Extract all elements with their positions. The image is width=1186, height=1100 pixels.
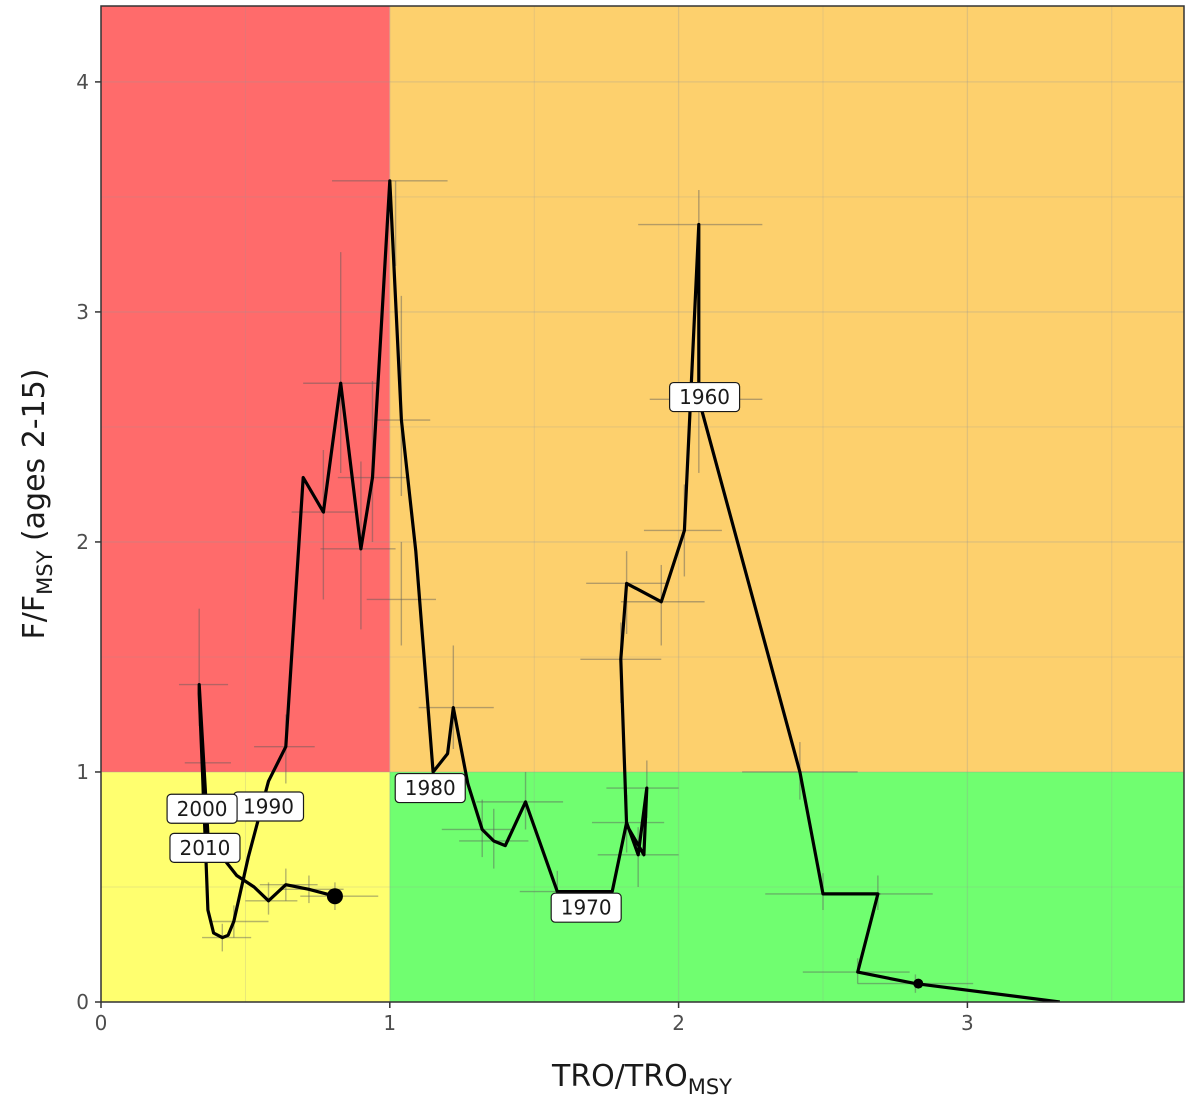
y-tick-label: 1 xyxy=(76,760,89,784)
year-label-1960: 1960 xyxy=(668,381,741,413)
trajectory-series xyxy=(197,179,1061,1002)
x-tick-label: 0 xyxy=(95,1011,108,1035)
y-tick-label: 2 xyxy=(76,530,89,554)
year-label-box xyxy=(394,772,466,804)
y-tick-label: 4 xyxy=(76,70,89,94)
year-label-text: 1990 xyxy=(243,794,294,818)
x-tick-label: 1 xyxy=(383,1011,396,1035)
year-label-text: 1980 xyxy=(405,776,456,800)
panel-border xyxy=(100,5,1185,1003)
year-label-2000: 2000 xyxy=(166,793,238,824)
quadrant-backgrounds xyxy=(101,6,1184,1002)
year-label-text: 1970 xyxy=(561,896,612,920)
quadrant-not-overfished-overfishing xyxy=(389,6,1184,772)
marker-start xyxy=(913,978,924,989)
y-tick-label: 0 xyxy=(76,990,89,1014)
year-label-1990: 1990 xyxy=(232,791,305,822)
y-axis-title-subscript: MSY xyxy=(33,550,57,594)
year-labels: 1960 1970 1980 1990 2000 2010 xyxy=(166,381,741,923)
year-label-box xyxy=(169,832,241,863)
x-tick-label: 3 xyxy=(961,1011,974,1035)
year-label-box xyxy=(668,381,741,413)
marker-end xyxy=(326,888,343,905)
year-label-box xyxy=(166,793,238,824)
x-tick-label: 2 xyxy=(672,1011,685,1035)
year-label-text: 2010 xyxy=(180,836,231,860)
trajectory-markers xyxy=(326,888,924,989)
y-axis-title-suffix: (ages 2-15) xyxy=(17,369,52,551)
year-label-text: 1960 xyxy=(679,385,730,409)
x-axis-title: TRO/TROMSY xyxy=(551,1059,732,1099)
y-axis-title-main: F/F xyxy=(17,595,52,640)
year-label-1970: 1970 xyxy=(550,892,622,923)
x-axis-title-subscript: MSY xyxy=(688,1075,732,1099)
year-label-text: 2000 xyxy=(177,797,228,821)
year-label-2010: 2010 xyxy=(169,832,241,863)
year-label-1980: 1980 xyxy=(394,772,466,804)
x-axis-title-main: TRO/TRO xyxy=(551,1059,688,1094)
trajectory-line-0 xyxy=(197,179,1061,1002)
y-tick-label: 3 xyxy=(76,300,89,324)
year-label-box xyxy=(550,892,622,923)
y-axis-title: F/FMSY (ages 2-15) xyxy=(17,369,57,640)
axes: 0 1 2 3 0 1 2 3 4 xyxy=(76,70,974,1035)
